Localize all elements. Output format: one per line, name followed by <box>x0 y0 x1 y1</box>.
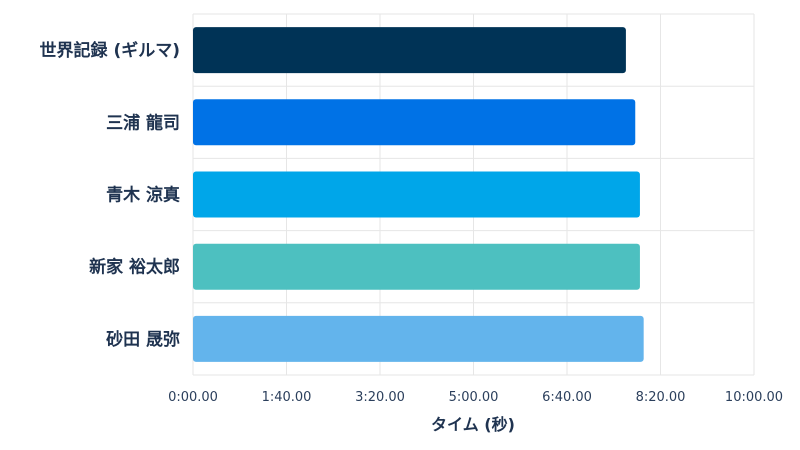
category-label: 砂田 晟弥 <box>106 329 180 350</box>
category-label: 世界記録 (ギルマ) <box>40 40 180 61</box>
category-label: 青木 涼真 <box>106 185 180 206</box>
bar <box>193 27 626 74</box>
x-tick-labels: 0:00.00 1:40.00 3:20.00 5:00.00 6:40.00 8:20.… <box>168 390 783 405</box>
bar <box>193 243 640 290</box>
x-tick-label: 6:40.00 <box>542 390 592 405</box>
bar <box>193 171 640 218</box>
category-label: 新家 裕太郎 <box>89 257 180 278</box>
x-tick-label: 3:20.00 <box>355 390 405 405</box>
bar-layer <box>193 27 644 362</box>
x-tick-label: 8:20.00 <box>636 390 686 405</box>
bar <box>193 315 644 362</box>
x-tick-label: 1:40.00 <box>262 390 312 405</box>
x-axis-title: タイム (秒) <box>431 415 515 434</box>
x-tick-label: 5:00.00 <box>449 390 499 405</box>
bar <box>193 99 636 146</box>
x-tick-label: 0:00.00 <box>168 390 218 405</box>
category-label: 三浦 龍司 <box>106 112 180 133</box>
x-tick-label: 10:00.00 <box>725 390 783 405</box>
